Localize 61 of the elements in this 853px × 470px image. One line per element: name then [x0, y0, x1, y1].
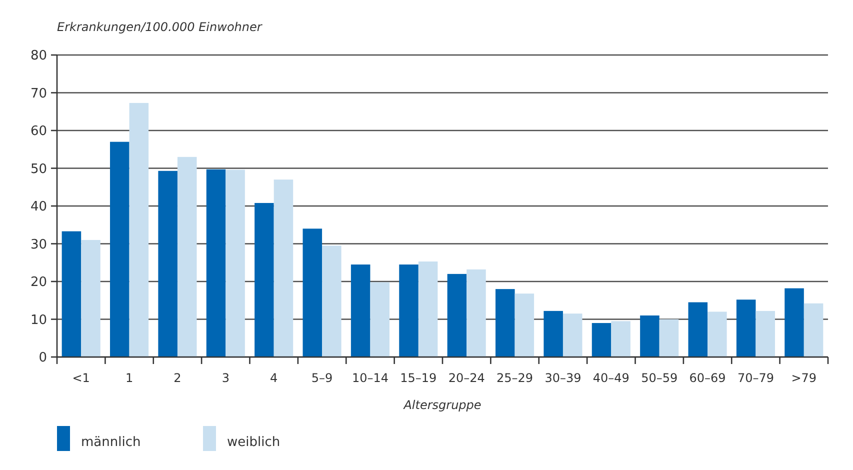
x-tick-label: 40–49	[592, 371, 630, 385]
y-tick-label: 10	[30, 312, 47, 328]
y-tick-label: 80	[30, 48, 47, 64]
x-tick-label: 50–59	[641, 371, 678, 385]
bar	[514, 294, 534, 357]
bar	[370, 282, 390, 357]
bar	[659, 319, 679, 357]
x-tick-label: 2	[174, 371, 182, 385]
bar	[784, 288, 804, 357]
x-tick-label: 60–69	[689, 371, 726, 385]
x-tick-label: 25–29	[496, 371, 534, 385]
x-tick-label: 20–24	[448, 371, 485, 385]
bar	[736, 300, 756, 357]
x-tick-label: >79	[791, 371, 817, 385]
y-tick-label: 70	[30, 86, 47, 102]
bar	[62, 231, 82, 357]
bar	[322, 246, 342, 357]
x-tick-label: 30–39	[544, 371, 582, 385]
bar	[274, 180, 294, 357]
bar	[350, 264, 370, 357]
bar	[226, 170, 245, 357]
legend-label: männlich	[81, 435, 141, 450]
x-tick-label: 15–19	[400, 371, 437, 385]
bar	[254, 202, 274, 357]
bar	[129, 102, 149, 357]
y-axis-title: Erkrankungen/100.000 Einwohner	[57, 20, 263, 34]
legend-label: weiblich	[227, 435, 280, 450]
x-tick-label: 10–14	[352, 371, 388, 385]
bar	[544, 310, 563, 357]
bar	[496, 289, 515, 357]
y-tick-label: 60	[30, 124, 47, 140]
bar	[158, 170, 178, 357]
bar	[81, 240, 100, 357]
bar	[640, 315, 660, 357]
x-tick-label: 3	[222, 371, 230, 385]
bar	[302, 228, 322, 357]
x-tick-label: 1	[125, 371, 134, 385]
x-tick-label: 70–79	[737, 371, 774, 385]
bar	[592, 323, 612, 357]
bar	[466, 269, 486, 357]
bar	[206, 169, 226, 357]
y-tick-label: 50	[30, 162, 47, 177]
y-tick-label: 0	[38, 350, 47, 366]
bar	[447, 274, 467, 357]
x-tick-label: <1	[72, 371, 90, 385]
bar	[562, 314, 582, 357]
bar	[418, 261, 438, 357]
y-tick-label: 40	[30, 200, 47, 215]
bar	[688, 302, 708, 357]
x-tick-label: 5–9	[311, 371, 333, 385]
bar	[177, 156, 197, 357]
bar	[708, 312, 727, 357]
bar	[804, 303, 824, 357]
bar	[756, 310, 775, 357]
y-tick-label: 30	[30, 237, 47, 252]
bar	[399, 264, 418, 357]
bar	[110, 142, 130, 357]
x-tick-label: 4	[270, 371, 278, 385]
y-tick-label: 20	[30, 275, 47, 290]
bar	[611, 321, 630, 357]
x-axis-title: Altersgruppe	[402, 398, 482, 412]
